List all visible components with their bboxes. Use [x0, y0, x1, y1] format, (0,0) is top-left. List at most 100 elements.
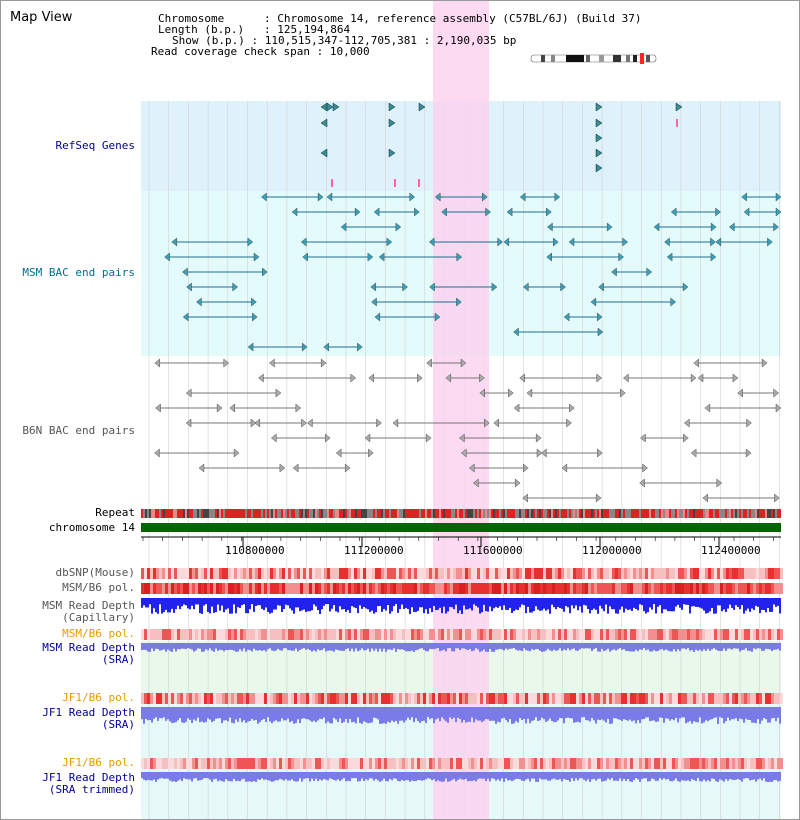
- heat-cell: [231, 583, 234, 594]
- depth-bar: [647, 598, 649, 613]
- repeat-segment: [503, 509, 505, 518]
- depth-bar: [475, 598, 477, 606]
- depth-bar: [155, 643, 157, 649]
- heat-cell: [333, 693, 336, 704]
- depth-bar: [193, 598, 195, 610]
- heat-cell: [204, 568, 207, 579]
- depth-bar: [285, 707, 287, 721]
- depth-bar: [197, 707, 199, 718]
- heat-cell: [261, 758, 264, 769]
- heat-cell: [714, 568, 717, 579]
- chromosome-info: Chromosome : Chromosome 14, reference as…: [158, 12, 642, 25]
- track-label-msm-b6-pol-1[interactable]: MSM/B6 pol.: [62, 581, 135, 594]
- repeat-segment: [675, 509, 677, 518]
- depth-bar: [183, 643, 185, 649]
- depth-bar: [337, 772, 339, 780]
- track-label-repeat[interactable]: Repeat: [95, 506, 135, 519]
- heat-cell: [414, 568, 417, 579]
- heat-cell: [654, 568, 657, 579]
- depth-bar: [383, 707, 385, 724]
- track-label-jf1-read-depth-sra[interactable]: JF1 Read Depth (SRA): [42, 707, 135, 731]
- depth-bar: [539, 643, 541, 651]
- heat-cell: [174, 693, 177, 704]
- heat-cell: [192, 693, 195, 704]
- track-label-msm-read-depth-sra[interactable]: MSM Read Depth (SRA): [42, 642, 135, 666]
- depth-bar: [511, 598, 513, 614]
- heat-cell: [324, 629, 327, 640]
- depth-bar: [273, 707, 275, 722]
- heat-cell: [183, 568, 186, 579]
- heat-cell: [678, 583, 681, 594]
- depth-bar: [385, 707, 387, 724]
- depth-bar: [589, 643, 591, 649]
- heat-cell: [441, 568, 444, 579]
- heat-cell: [672, 568, 675, 579]
- heat-cell: [633, 758, 636, 769]
- depth-bar: [579, 707, 581, 723]
- depth-bar: [535, 707, 537, 718]
- track-label-chromosome[interactable]: chromosome 14: [48, 521, 135, 534]
- depth-bar: [743, 707, 745, 723]
- track-label-jf1-read-depth-trimmed[interactable]: JF1 Read Depth (SRA trimmed): [42, 772, 135, 796]
- heat-cell: [192, 568, 195, 579]
- heat-cell: [561, 568, 564, 579]
- repeat-segment: [291, 509, 293, 518]
- heat-cell: [474, 758, 477, 769]
- heat-cell: [375, 583, 378, 594]
- heat-cell: [435, 568, 438, 579]
- depth-bar: [459, 707, 461, 720]
- repeat-segment: [287, 509, 289, 518]
- depth-bar: [639, 598, 641, 605]
- depth-bar: [771, 707, 773, 719]
- bac-end-marker: [597, 312, 603, 322]
- depth-bar: [221, 707, 223, 724]
- heat-cell: [261, 583, 264, 594]
- heat-cell: [207, 568, 210, 579]
- heat-cell: [186, 568, 189, 579]
- heat-cell: [492, 583, 495, 594]
- heat-cell: [504, 758, 507, 769]
- heat-cell: [747, 583, 750, 594]
- depth-bar: [411, 598, 413, 608]
- heat-cell: [258, 583, 261, 594]
- track-label-jf1-b6-pol-2[interactable]: JF1/B6 pol.: [62, 756, 135, 769]
- depth-bar: [545, 643, 547, 651]
- heat-cell: [441, 693, 444, 704]
- heat-cell: [441, 758, 444, 769]
- track-label-dbsnp[interactable]: dbSNP(Mouse): [55, 566, 135, 579]
- heat-cell: [663, 693, 666, 704]
- repeat-segment: [609, 509, 611, 518]
- bac-end-marker: [371, 297, 377, 307]
- heat-cell: [708, 758, 711, 769]
- heat-cell: [267, 568, 270, 579]
- depth-bar: [167, 643, 169, 650]
- ruler-tick-label: 111600000: [463, 544, 523, 557]
- depth-bar: [709, 772, 711, 782]
- heat-cell: [219, 583, 222, 594]
- bac-end-marker: [683, 418, 690, 428]
- track-label-msm-read-depth-capillary[interactable]: MSM Read Depth (Capillary): [42, 600, 135, 624]
- heat-cell: [261, 693, 264, 704]
- depth-bar: [653, 598, 655, 605]
- heat-cell: [177, 583, 180, 594]
- heat-cell: [699, 758, 702, 769]
- bac-end-marker: [300, 237, 307, 247]
- heat-cell: [201, 583, 204, 594]
- track-label-b6n-bac-end-pairs[interactable]: B6N BAC end pairs: [22, 424, 135, 437]
- track-label-refseq-genes[interactable]: RefSeq Genes: [55, 139, 135, 152]
- heat-cell: [735, 758, 738, 769]
- ideogram-band: [551, 55, 555, 62]
- depth-bar: [475, 643, 477, 649]
- heat-cell: [699, 583, 702, 594]
- depth-bar: [635, 707, 637, 724]
- track-label-msm-bac-end-pairs[interactable]: MSM BAC end pairs: [22, 266, 135, 279]
- track-label-jf1-b6-pol-1[interactable]: JF1/B6 pol.: [62, 691, 135, 704]
- depth-bar: [629, 643, 631, 652]
- track-label-msm-b6-pol-2[interactable]: MSM/B6 pol.: [62, 627, 135, 640]
- repeat-segment: [543, 509, 545, 518]
- depth-bar: [267, 707, 269, 718]
- bac-end-marker: [441, 207, 447, 217]
- heat-cell: [630, 583, 633, 594]
- repeat-segment: [527, 509, 529, 518]
